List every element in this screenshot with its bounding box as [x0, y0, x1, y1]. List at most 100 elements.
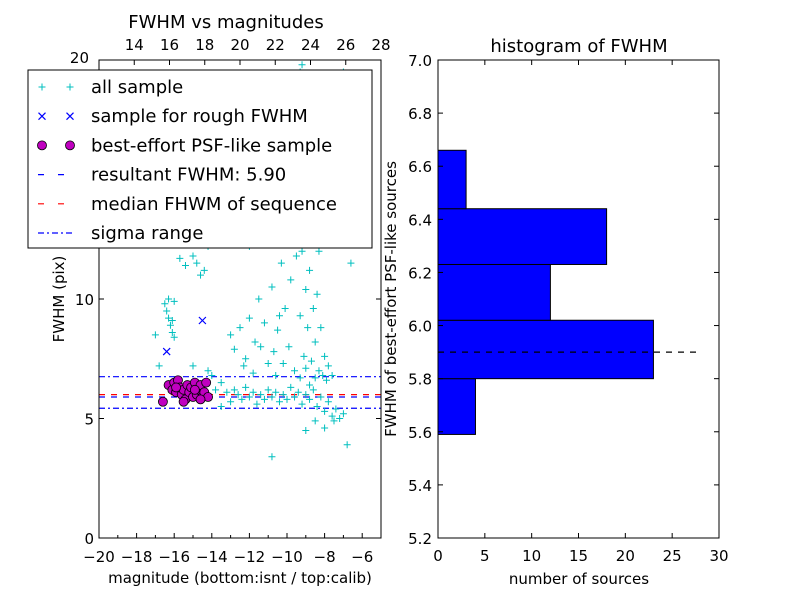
- all-sample-point: [294, 388, 302, 396]
- legend-entry: sample for rough FWHM: [38, 106, 308, 127]
- all-sample-point: [189, 362, 197, 370]
- legend-box: [27, 69, 373, 249]
- all-sample-point: [238, 395, 246, 403]
- all-sample-point: [313, 403, 321, 411]
- histogram-y-tick-label: 6.2: [408, 264, 432, 282]
- all-sample-point: [332, 405, 340, 413]
- all-sample-point: [227, 331, 235, 339]
- scatter-top-corner-label: 20: [70, 49, 89, 67]
- all-sample-point: [268, 393, 276, 401]
- all-sample-point: [328, 371, 336, 379]
- scatter-top-tick-label: 28: [371, 36, 390, 54]
- scatter-x-label: magnitude (bottom:isnt / top:calib): [108, 569, 372, 587]
- all-sample-point: [309, 386, 317, 394]
- scatter-top-tick-label: 18: [195, 36, 214, 54]
- psf-sample-point: [189, 384, 200, 395]
- all-sample-point: [319, 371, 327, 379]
- all-sample-point: [339, 410, 347, 418]
- histogram-bar: [437, 319, 654, 380]
- all-sample-point: [302, 426, 310, 434]
- all-sample-point: [264, 386, 272, 394]
- histogram-x-tick-label: 10: [522, 547, 541, 565]
- all-sample-point: [291, 367, 299, 375]
- scatter-top-tick-label: 26: [336, 36, 355, 54]
- all-sample-point: [181, 262, 189, 270]
- histogram-y-tick-label: 7.0: [408, 52, 432, 70]
- all-sample-point: [302, 364, 310, 372]
- all-sample-point: [272, 388, 280, 396]
- all-sample-point: [291, 393, 299, 401]
- all-sample-point: [170, 297, 178, 305]
- all-sample-point: [324, 398, 332, 406]
- scatter-x-tick-label: −8: [314, 548, 336, 566]
- histogram-y-tick-label: 5.4: [408, 477, 432, 495]
- all-sample-point: [317, 393, 325, 401]
- all-sample-point: [163, 307, 171, 315]
- histogram-y-tick-label: 5.2: [408, 530, 432, 548]
- all-sample-point: [285, 343, 293, 351]
- all-sample-point: [245, 314, 253, 322]
- all-sample-point: [315, 367, 323, 375]
- legend-plus-icon: [38, 83, 46, 91]
- all-sample-point: [236, 324, 244, 332]
- scatter-x-tick-label: −10: [271, 548, 303, 566]
- legend-x-icon: [38, 112, 46, 121]
- histogram-bar: [437, 378, 476, 435]
- histogram-y-tick-label: 6.8: [408, 105, 432, 123]
- all-sample-point: [306, 266, 314, 274]
- histogram-x-tick-label: 5: [480, 547, 490, 565]
- legend-circle-icon: [65, 140, 75, 151]
- all-sample-point: [197, 271, 205, 279]
- legend-entry: best-effort PSF-like sample: [37, 135, 332, 156]
- all-sample-point: [260, 395, 268, 403]
- all-sample-point: [242, 355, 250, 363]
- all-sample-point: [151, 331, 159, 339]
- rough-sample-point: [162, 347, 171, 356]
- all-sample-point: [311, 338, 319, 346]
- scatter-y-label: FWHM (pix): [50, 256, 68, 343]
- scatter-x-tick-label: −6: [351, 548, 373, 566]
- rough-sample-point: [198, 316, 207, 325]
- histogram-x-tick-label: 30: [709, 547, 728, 565]
- scatter-top-tick-label: 22: [266, 36, 285, 54]
- all-sample-point: [292, 252, 300, 260]
- all-sample-point: [304, 324, 312, 332]
- histogram-y-tick-label: 6.6: [408, 158, 432, 176]
- all-sample-point: [251, 338, 259, 346]
- all-sample-point: [311, 374, 319, 382]
- all-sample-point: [249, 388, 257, 396]
- histogram-y-label: FWHM of best-effort PSF-like sources: [382, 161, 400, 437]
- all-sample-point: [296, 374, 304, 382]
- psf-sample-point: [195, 394, 206, 405]
- histogram-title: histogram of FWHM: [490, 36, 667, 57]
- histogram-x-tick-label: 20: [616, 547, 635, 565]
- histogram-bar: [437, 208, 608, 265]
- legend-label: median FHWM of sequence: [91, 194, 337, 215]
- histogram-chart: 0 5 10 15 20 25 30 5.2 5.4 5.6 5.8 6.0 6.2 6.4 6.6 6.8 7…: [382, 36, 729, 588]
- histogram-bar: [437, 263, 551, 321]
- all-sample-point: [317, 324, 325, 332]
- histogram-y-tick-label: 6.0: [408, 318, 432, 336]
- histogram-x-tick-label: 15: [569, 547, 588, 565]
- scatter-top-tick-label: 20: [230, 36, 249, 54]
- all-sample-point: [336, 415, 344, 422]
- psf-sample-point: [178, 396, 189, 407]
- all-sample-point: [230, 386, 238, 394]
- all-sample-point: [268, 283, 276, 291]
- all-sample-point: [176, 254, 184, 262]
- scatter-title: FWHM vs magnitudes: [128, 12, 323, 33]
- all-sample-point: [155, 362, 163, 370]
- all-sample-point: [208, 371, 216, 379]
- legend-entry: all sample: [38, 77, 183, 98]
- all-sample-point: [302, 391, 310, 399]
- all-sample-point: [204, 367, 212, 375]
- scatter-y-tick-label: 5: [84, 411, 94, 429]
- all-sample-point: [311, 417, 319, 425]
- legend-label: all sample: [91, 77, 183, 98]
- all-sample-point: [300, 352, 308, 360]
- all-sample-point: [283, 395, 291, 403]
- all-sample-point: [287, 383, 295, 391]
- all-sample-point: [321, 407, 329, 415]
- all-sample-point: [315, 247, 323, 255]
- all-sample-point: [298, 61, 306, 69]
